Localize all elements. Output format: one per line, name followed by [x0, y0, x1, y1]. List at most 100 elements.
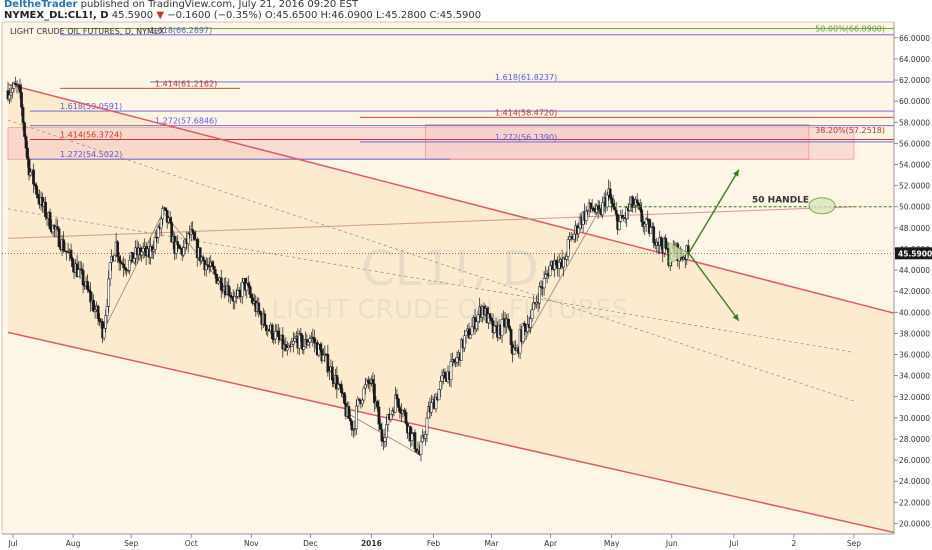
candle-body — [586, 209, 590, 212]
candle-body — [149, 246, 153, 258]
candle-body — [554, 259, 558, 266]
candle-body — [71, 258, 74, 268]
candle-body — [322, 354, 325, 362]
last-price-badge — [895, 247, 932, 260]
candle-body — [170, 222, 174, 243]
time-tick-label: May — [604, 539, 620, 548]
candle-body — [613, 206, 617, 211]
candle-body — [270, 324, 274, 340]
candle-body — [548, 265, 552, 277]
time-tick-label: 2 — [791, 539, 796, 548]
time-tick-label: Sep — [124, 539, 138, 548]
candle-body — [98, 318, 101, 322]
candle-body — [463, 335, 466, 349]
candle-body — [652, 226, 656, 243]
candle-body — [647, 219, 651, 234]
candle-body — [141, 248, 145, 253]
price-tick-label: 56.0000 — [899, 139, 930, 148]
bullish-projection-arrow — [688, 169, 740, 254]
candle-body — [11, 88, 14, 93]
price-tick-label: 22.0000 — [899, 498, 930, 507]
candle-body — [358, 398, 361, 401]
candle-body — [29, 171, 32, 176]
price-tick-label: 38.0000 — [899, 329, 930, 338]
fib-level-label: 1.272(57.6846) — [155, 117, 217, 126]
candle-body — [92, 300, 95, 312]
candle-body — [349, 418, 352, 422]
fib-level-label: 1.414(56.3724) — [60, 130, 122, 139]
time-tick-label: Dec — [303, 539, 318, 548]
low-value: L:45.2800 — [375, 10, 427, 21]
candle-body — [343, 392, 346, 404]
candle-body — [207, 265, 211, 268]
candle-body — [625, 207, 629, 219]
candle-body — [397, 398, 400, 408]
candle-body — [24, 136, 28, 149]
candle-body — [284, 344, 288, 351]
candle-body — [248, 285, 252, 295]
candle-body — [664, 237, 668, 249]
candle-body — [213, 269, 217, 275]
candle-body — [577, 227, 580, 234]
candle-body — [291, 340, 295, 345]
candle-body — [521, 323, 525, 342]
candle-body — [440, 375, 444, 382]
candle-body — [640, 209, 644, 223]
candle-body — [80, 268, 83, 271]
candle-body — [128, 260, 131, 271]
candle-body — [544, 274, 547, 279]
candle-body — [8, 94, 11, 100]
candle-body — [469, 334, 472, 339]
candle-body — [198, 247, 202, 262]
candle-body — [529, 318, 532, 328]
candle-body — [500, 319, 504, 336]
time-tick-label: Oct — [185, 539, 198, 548]
price-axis-background — [894, 22, 932, 534]
candle-body — [66, 251, 70, 253]
candle-body — [337, 383, 340, 390]
candle-body — [176, 241, 180, 246]
price-tick-label: 66.0000 — [899, 34, 930, 43]
author-link[interactable]: DeltheTrader — [4, 0, 78, 10]
candle-body — [644, 218, 648, 225]
candle-body — [434, 397, 438, 410]
candle-body — [215, 274, 219, 284]
candle-body — [177, 244, 181, 249]
candle-body — [379, 423, 382, 430]
fib-level-label: 1.414(58.4720) — [495, 108, 557, 117]
candle-body — [20, 92, 23, 108]
price-tick-label: 52.0000 — [899, 182, 930, 191]
candle-body — [557, 262, 561, 269]
fib-level-label: 1.272(56.1390) — [495, 133, 557, 142]
candle-body — [430, 402, 433, 413]
fib-level-label: 1.272(54.5022) — [60, 150, 122, 159]
price-tick-label: 20.0000 — [899, 519, 930, 528]
candle-body — [605, 194, 609, 208]
candle-body — [425, 417, 429, 435]
candle-body — [210, 261, 214, 267]
candle-body — [155, 236, 159, 239]
candle-body — [368, 382, 372, 385]
candle-body — [455, 357, 459, 363]
candle-body — [628, 204, 632, 211]
candle-body — [150, 246, 154, 252]
candle-body — [376, 401, 379, 408]
candle-body — [490, 318, 493, 322]
symbol-label[interactable]: NYMEX_DL:CL1!, D — [4, 10, 109, 21]
chart-title: LIGHT CRUDE OIL FUTURES, D, NYMEX — [10, 27, 165, 36]
candle-body — [201, 256, 205, 261]
candle-body — [285, 347, 289, 351]
candle-body — [36, 194, 40, 199]
candle-body — [273, 330, 277, 340]
price-tick-label: 48.0000 — [899, 224, 930, 233]
candle-body — [300, 335, 304, 350]
candle-body — [530, 309, 534, 319]
candle-body — [152, 249, 156, 252]
chart-header: DeltheTrader published on TradingView.co… — [0, 0, 932, 22]
candle-body — [572, 233, 576, 240]
candle-body — [449, 361, 453, 381]
candle-body — [353, 428, 357, 430]
candle-body — [105, 306, 109, 316]
candle-body — [649, 227, 653, 234]
